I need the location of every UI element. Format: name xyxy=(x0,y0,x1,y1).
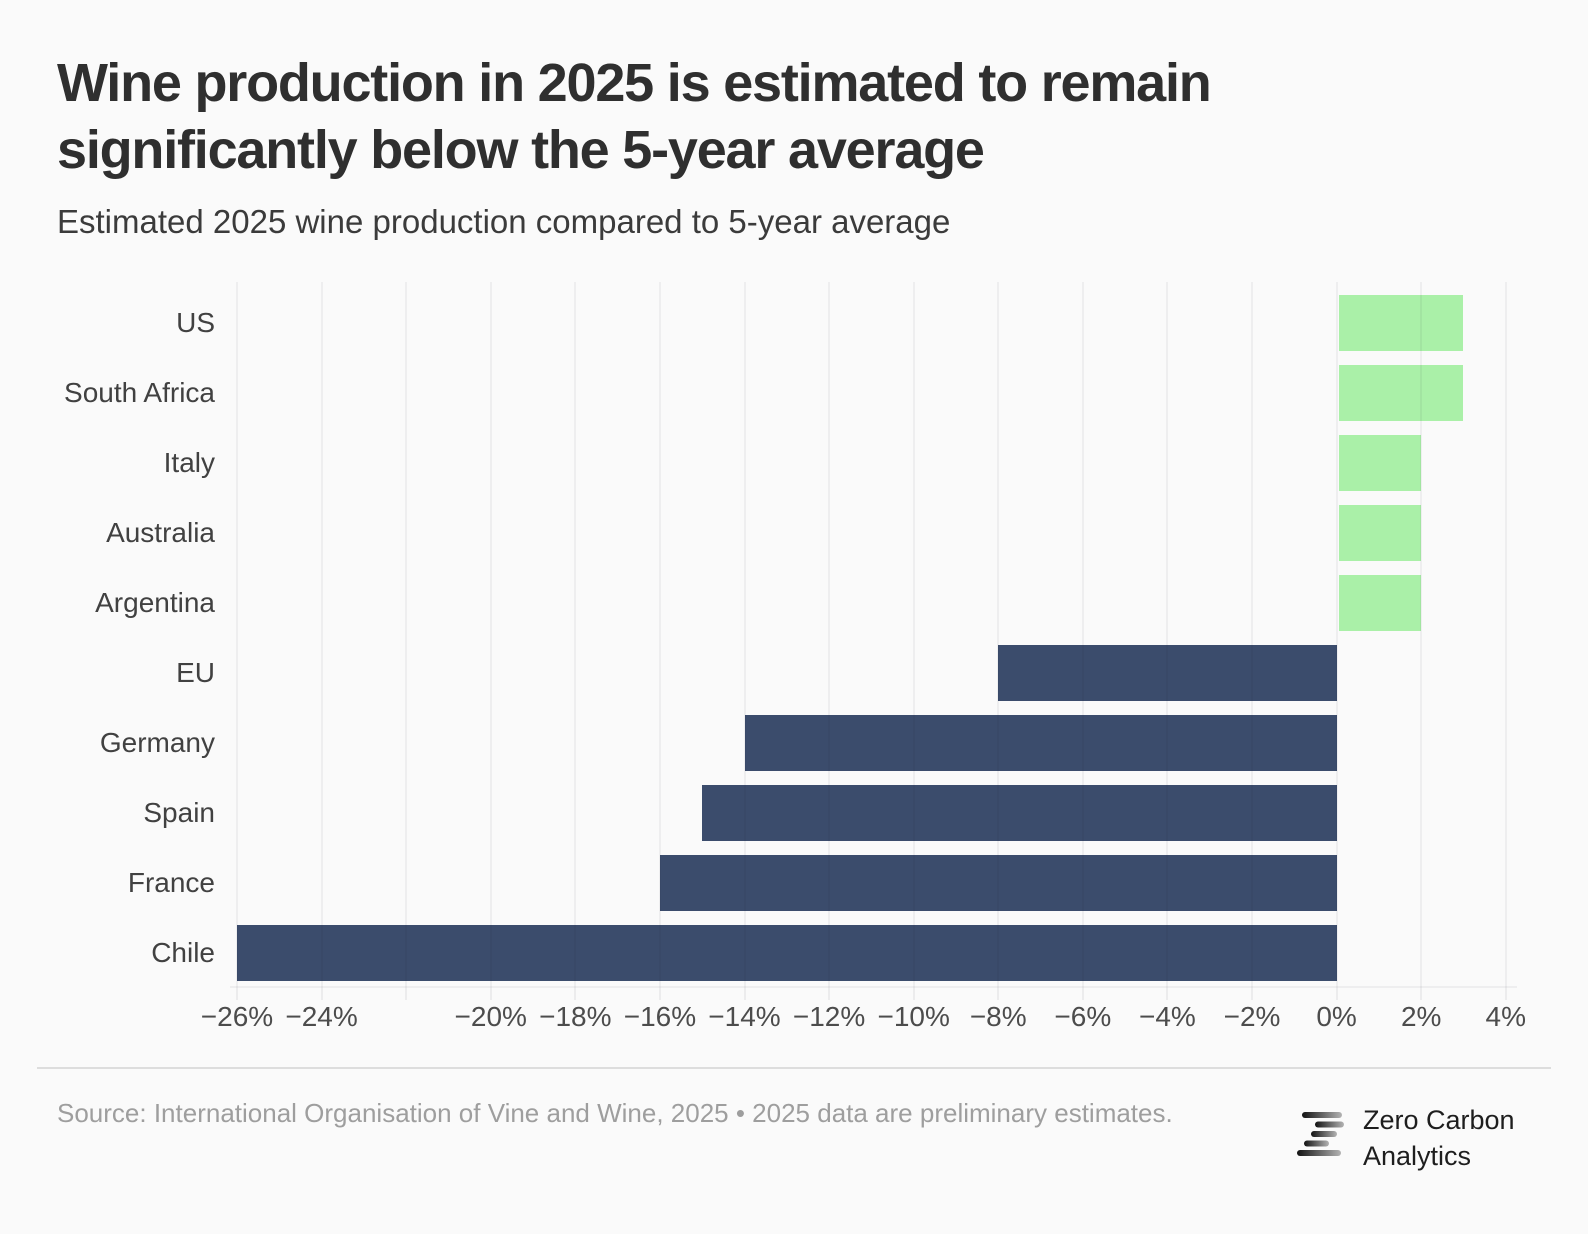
tickmark--2 xyxy=(1251,988,1254,1000)
bar-italy xyxy=(1338,435,1422,491)
logo-text: Zero Carbon Analytics xyxy=(1363,1102,1515,1174)
tick-label-4: 4% xyxy=(1485,1001,1526,1032)
bar-eu xyxy=(998,645,1337,701)
bar-spain xyxy=(702,785,1337,841)
tick-label--12: −12% xyxy=(792,1001,866,1032)
tickmark--20 xyxy=(489,988,492,1000)
gridline--26 xyxy=(236,282,238,988)
gridline--2 xyxy=(1251,282,1254,988)
category-label-spain: Spain xyxy=(143,797,215,828)
gridline--6 xyxy=(1081,282,1084,988)
tickmark--6 xyxy=(1081,988,1084,1000)
source-note: Source: International Organisation of Vi… xyxy=(57,1098,1173,1128)
tickmark--4 xyxy=(1166,988,1169,1000)
tickmark--8 xyxy=(997,988,1000,1000)
category-label-argentina: Argentina xyxy=(95,587,215,618)
tick-label--14: −14% xyxy=(708,1001,781,1032)
tick-label--20: −20% xyxy=(454,1001,527,1032)
x-axis-line xyxy=(230,986,1517,988)
footer-divider xyxy=(37,1067,1551,1069)
gridline--12 xyxy=(828,282,831,988)
tick-label--8: −8% xyxy=(969,1001,1027,1032)
category-label-eu: EU xyxy=(176,657,215,688)
tickmark--12 xyxy=(828,988,831,1000)
category-label-australia: Australia xyxy=(106,517,215,548)
gridline--18 xyxy=(574,282,577,988)
gridline-4 xyxy=(1504,282,1507,988)
category-label-france: France xyxy=(127,867,215,898)
category-label-south-africa: South Africa xyxy=(64,377,215,408)
page-subtitle: Estimated 2025 wine production compared … xyxy=(57,203,951,240)
tick-label--2: −2% xyxy=(1223,1001,1281,1032)
gridline--10 xyxy=(912,282,915,988)
tickmark-4 xyxy=(1504,988,1507,1000)
category-label-germany: Germany xyxy=(99,727,215,758)
gridline-2 xyxy=(1420,282,1423,988)
bar-us xyxy=(1338,295,1464,351)
logo-text-line2: Analytics xyxy=(1363,1141,1472,1171)
tickmark--26 xyxy=(236,988,238,1000)
logo-text-line1: Zero Carbon xyxy=(1363,1105,1515,1135)
tickmark--14 xyxy=(743,988,746,1000)
zero-carbon-analytics-logo: Zero Carbon Analytics xyxy=(1297,1100,1557,1190)
category-label-chile: Chile xyxy=(151,937,215,968)
tickmark--18 xyxy=(574,988,577,1000)
gridline--4 xyxy=(1166,282,1169,988)
tick-label--6: −6% xyxy=(1054,1001,1112,1032)
gridline--22 xyxy=(405,282,408,988)
gridline-0 xyxy=(1335,282,1338,988)
tick-label-2: 2% xyxy=(1400,1001,1442,1032)
bar-germany xyxy=(744,715,1337,771)
category-label-us: US xyxy=(176,307,215,338)
tick-label--4: −4% xyxy=(1139,1001,1196,1032)
bar-argentina xyxy=(1338,575,1422,631)
tick-label--18: −18% xyxy=(539,1001,612,1032)
tickmark--10 xyxy=(912,988,915,1000)
bar-chile xyxy=(237,925,1337,981)
tickmark-0 xyxy=(1335,988,1338,1000)
page-title: Wine production in 2025 is estimated to … xyxy=(57,53,1212,180)
gridline--8 xyxy=(997,282,1000,988)
gridline--14 xyxy=(743,282,746,988)
gridline--24 xyxy=(320,282,323,988)
tick-label--26: −26% xyxy=(200,1001,274,1032)
tickmark--24 xyxy=(320,988,323,1000)
tickmark--22 xyxy=(405,988,408,1000)
tick-label--16: −16% xyxy=(623,1001,697,1032)
zero-carbon-logo-icon xyxy=(1297,1112,1344,1156)
gridline--20 xyxy=(489,282,492,988)
tick-label--24: −24% xyxy=(285,1001,358,1032)
tick-label-0: 0% xyxy=(1316,1001,1357,1032)
bar-france xyxy=(659,855,1337,911)
tickmark-2 xyxy=(1420,988,1423,1000)
tick-label--10: −10% xyxy=(877,1001,950,1032)
tickmark--16 xyxy=(658,988,661,1000)
bar-south-africa xyxy=(1338,365,1464,421)
bar-australia xyxy=(1338,505,1422,561)
gridline--16 xyxy=(658,282,661,988)
category-label-italy: Italy xyxy=(163,447,215,478)
